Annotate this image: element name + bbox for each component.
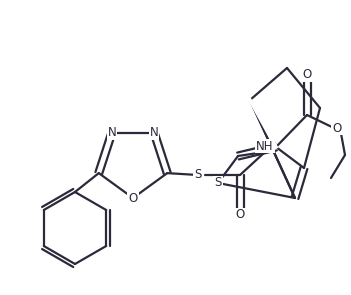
Text: N: N bbox=[107, 126, 116, 139]
Text: O: O bbox=[236, 209, 245, 222]
Text: NH: NH bbox=[256, 140, 274, 153]
Text: O: O bbox=[332, 122, 342, 135]
Text: S: S bbox=[214, 176, 222, 189]
Text: N: N bbox=[150, 126, 159, 139]
Text: O: O bbox=[128, 191, 138, 204]
Text: O: O bbox=[302, 68, 312, 81]
Text: S: S bbox=[194, 168, 202, 181]
